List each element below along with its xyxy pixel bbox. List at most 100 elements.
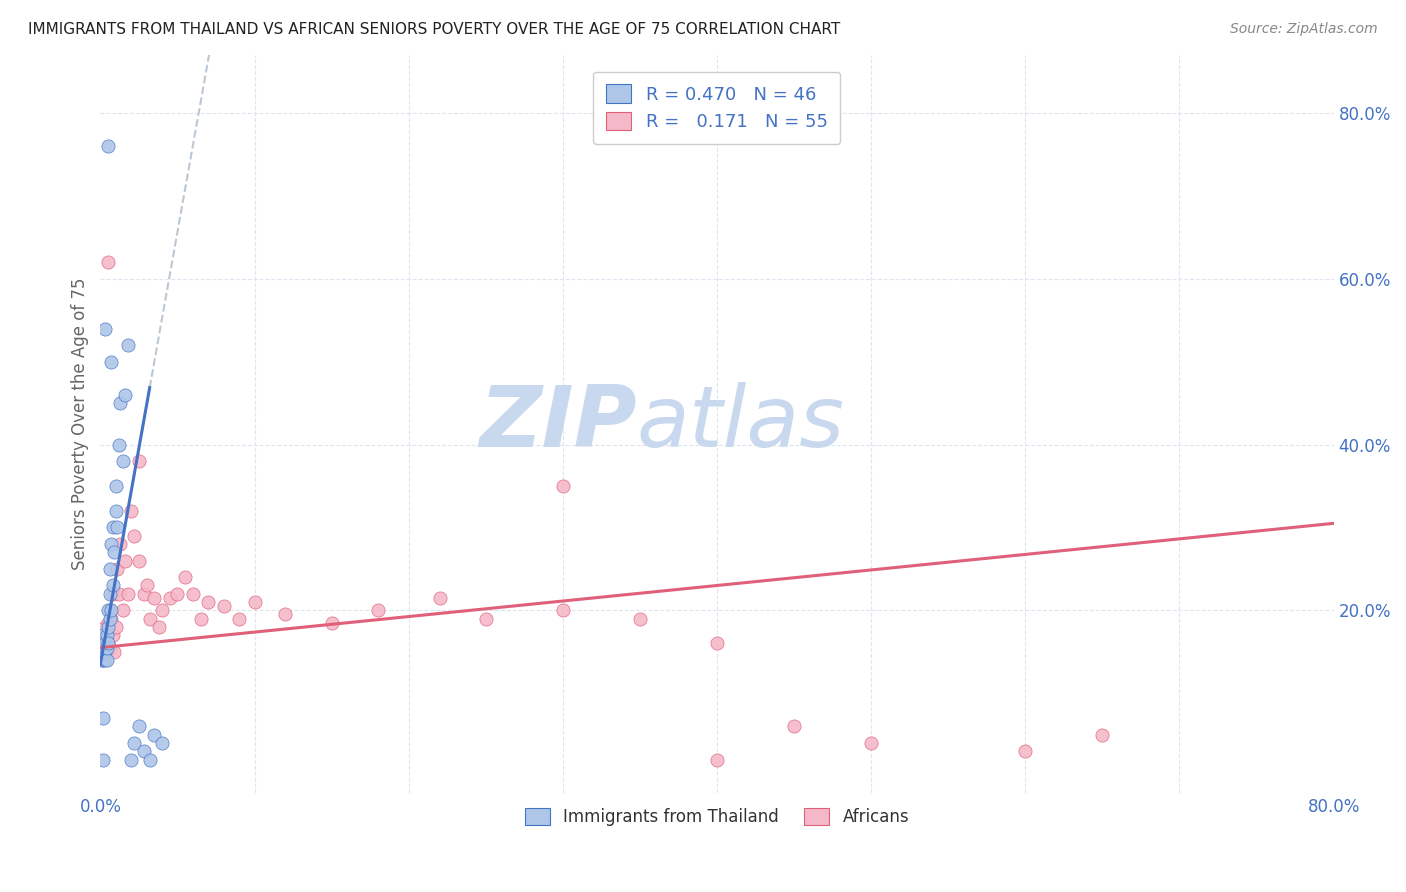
Point [132, 587, 155, 601]
Point [243, 595, 266, 609]
Point [1091, 728, 1114, 742]
Point [114, 388, 136, 402]
Point [120, 504, 142, 518]
Point [98, 603, 121, 617]
Point [101, 628, 124, 642]
Point [228, 612, 250, 626]
Point [93, 645, 115, 659]
Point [90, 653, 112, 667]
Point [143, 591, 166, 605]
Point [551, 603, 574, 617]
Point [150, 736, 173, 750]
Point [93, 640, 115, 655]
Point [474, 612, 496, 626]
Point [190, 612, 212, 626]
Point [114, 554, 136, 568]
Point [138, 752, 160, 766]
Point [101, 587, 124, 601]
Point [90, 640, 112, 655]
Point [94, 321, 117, 335]
Point [143, 728, 166, 742]
Point [110, 537, 132, 551]
Point [97, 615, 120, 630]
Legend: Immigrants from Thailand, Africans: Immigrants from Thailand, Africans [515, 797, 920, 836]
Point [98, 587, 121, 601]
Point [112, 603, 135, 617]
Point [97, 636, 120, 650]
Point [104, 504, 127, 518]
Text: atlas: atlas [637, 383, 845, 466]
Point [90, 640, 112, 655]
Point [105, 520, 128, 534]
Point [96, 628, 118, 642]
Text: Source: ZipAtlas.com: Source: ZipAtlas.com [1230, 22, 1378, 37]
Point [100, 537, 122, 551]
Point [135, 578, 157, 592]
Point [174, 570, 197, 584]
Point [103, 545, 125, 559]
Point [100, 355, 122, 369]
Point [96, 640, 118, 655]
Point [138, 612, 160, 626]
Point [94, 636, 117, 650]
Point [97, 255, 120, 269]
Point [103, 645, 125, 659]
Point [93, 711, 115, 725]
Point [98, 612, 121, 626]
Point [117, 338, 139, 352]
Point [93, 628, 115, 642]
Point [860, 736, 883, 750]
Point [100, 612, 122, 626]
Point [212, 599, 235, 614]
Point [90, 636, 112, 650]
Point [150, 603, 173, 617]
Point [132, 744, 155, 758]
Point [98, 640, 121, 655]
Point [112, 454, 135, 468]
Point [274, 607, 297, 622]
Point [98, 562, 121, 576]
Point [93, 653, 115, 667]
Point [94, 645, 117, 659]
Point [104, 620, 127, 634]
Point [181, 587, 204, 601]
Point [93, 636, 115, 650]
Point [101, 520, 124, 534]
Point [94, 636, 117, 650]
Point [104, 479, 127, 493]
Point [94, 620, 117, 634]
Point [94, 640, 117, 655]
Point [321, 615, 343, 630]
Point [93, 648, 115, 663]
Point [97, 636, 120, 650]
Point [97, 139, 120, 153]
Point [97, 603, 120, 617]
Point [429, 591, 451, 605]
Point [367, 603, 389, 617]
Point [97, 620, 120, 634]
Point [1014, 744, 1036, 758]
Point [96, 653, 118, 667]
Point [101, 578, 124, 592]
Point [93, 752, 115, 766]
Point [122, 736, 145, 750]
Point [94, 653, 117, 667]
Point [706, 752, 728, 766]
Point [100, 603, 122, 617]
Point [96, 640, 118, 655]
Point [122, 529, 145, 543]
Point [128, 554, 150, 568]
Text: ZIP: ZIP [479, 383, 637, 466]
Point [783, 719, 806, 733]
Text: IMMIGRANTS FROM THAILAND VS AFRICAN SENIORS POVERTY OVER THE AGE OF 75 CORRELATI: IMMIGRANTS FROM THAILAND VS AFRICAN SENI… [28, 22, 841, 37]
Point [96, 628, 118, 642]
Point [128, 454, 150, 468]
Point [551, 479, 574, 493]
Point [197, 595, 219, 609]
Point [706, 636, 728, 650]
Point [159, 591, 181, 605]
Y-axis label: Seniors Poverty Over the Age of 75: Seniors Poverty Over the Age of 75 [72, 277, 89, 570]
Point [108, 437, 131, 451]
Point [120, 752, 142, 766]
Point [108, 587, 131, 601]
